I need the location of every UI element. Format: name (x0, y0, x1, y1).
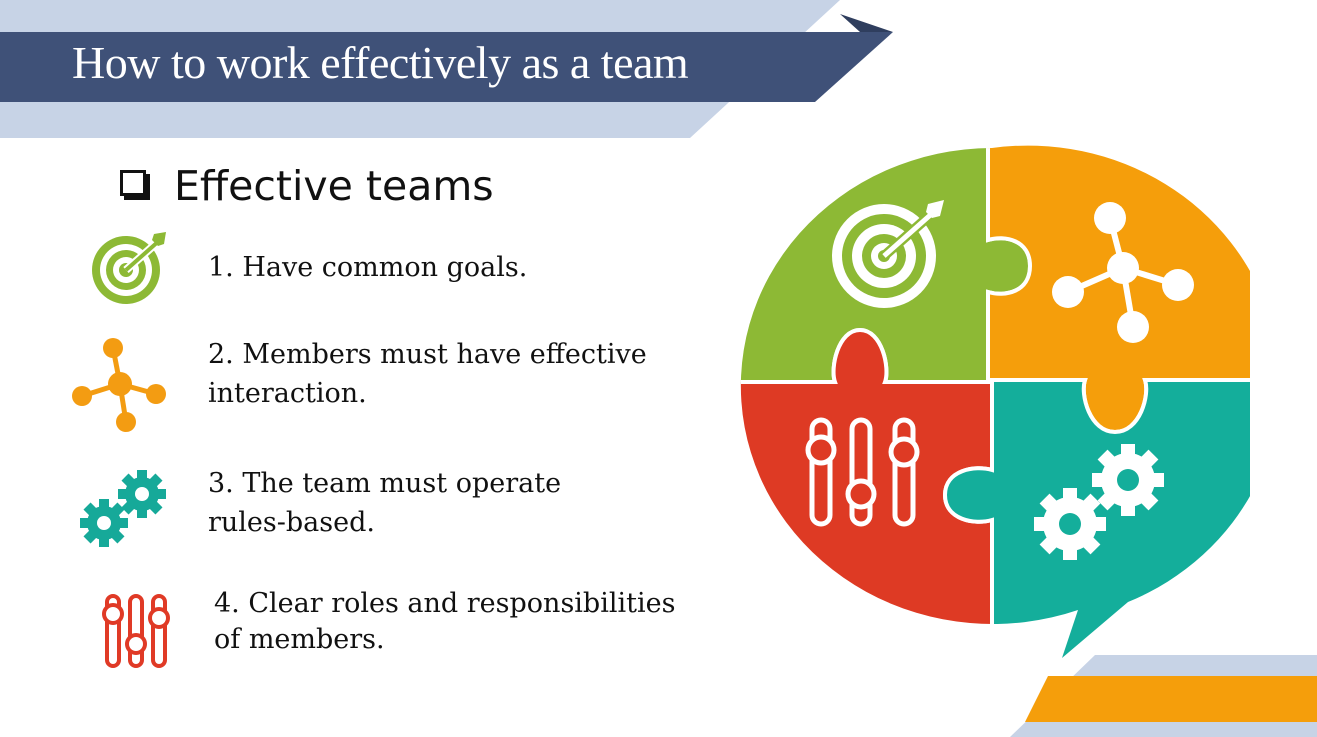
list-item-2-line2: interaction. (208, 378, 367, 409)
list-item-4-line2: of members. (214, 624, 385, 655)
list-item-3: 3. The team must operate rules-based. (208, 464, 561, 542)
slide-title: How to work effectively as a team (72, 37, 689, 88)
sliders-icon (102, 594, 170, 668)
title-banner-fold (840, 14, 893, 32)
section-heading: Effective teams (120, 158, 494, 214)
checkbox-bullet-icon (120, 170, 146, 196)
puzzle-sliders-icon (805, 417, 920, 527)
list-item-1: 1. Have common goals. (208, 248, 527, 287)
target-icon (92, 232, 166, 304)
list-item-1-line1: 1. Have common goals. (208, 252, 528, 283)
title-banner (0, 32, 893, 102)
puzzle-speech-bubble (740, 145, 1250, 658)
bottom-orange-stripe (1025, 676, 1317, 722)
puzzle-network-icon (1052, 202, 1194, 343)
list-item-2-line1: 2. Members must have effective (208, 339, 647, 370)
section-heading-text: Effective teams (174, 162, 494, 210)
list-item-4: 4. Clear roles and responsibilities of m… (214, 586, 675, 658)
list-item-3-line1: 3. The team must operate (208, 468, 562, 499)
puzzle-gears-icon (1034, 444, 1164, 560)
network-icon (72, 338, 166, 432)
puzzle-target-icon (832, 200, 944, 308)
list-item-4-line1: 4. Clear roles and responsibilities (214, 588, 676, 619)
list-item-2: 2. Members must have effective interacti… (208, 335, 647, 413)
list-item-3-line2: rules-based. (208, 507, 375, 538)
gears-icon (80, 470, 166, 547)
